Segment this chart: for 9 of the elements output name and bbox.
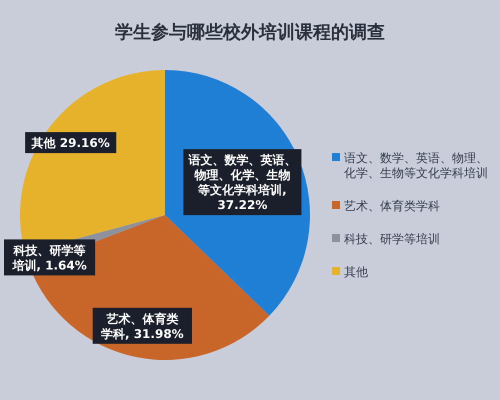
- legend-label: 语文、数学、英语、物理、化学、生物等文化学科培训: [344, 151, 488, 180]
- legend-label: 科技、研学等培训: [344, 232, 440, 246]
- legend-label: 其他: [344, 265, 368, 279]
- data-label: 科技、研学等培训, 1.64%: [11, 243, 87, 272]
- data-label: 其他 29.16%: [30, 136, 110, 150]
- legend-label: 艺术、体育类学科: [344, 199, 440, 213]
- chart-title: 学生参与哪些校外培训课程的调查: [115, 22, 385, 43]
- data-label: 艺术、体育类学科, 31.98%: [100, 312, 184, 341]
- data-label: 语文、数学、英语、物理、化学、生物等文化学科培训, 37.22%: [187, 153, 296, 212]
